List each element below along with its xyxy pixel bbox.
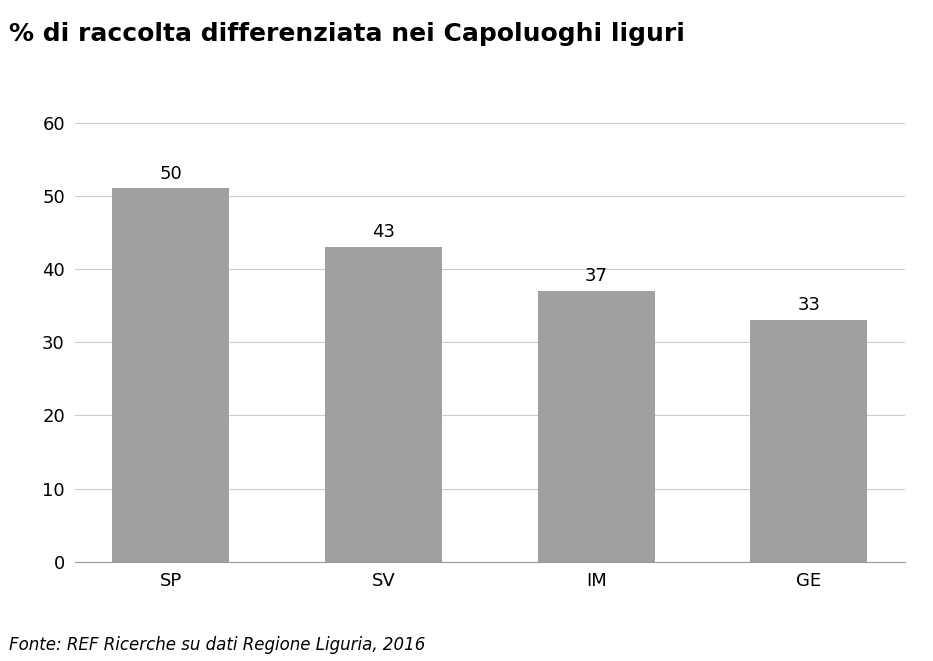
Bar: [112, 188, 230, 562]
Text: 33: 33: [798, 296, 820, 315]
Text: % di raccolta differenziata nei Capoluoghi liguri: % di raccolta differenziata nei Capoluog…: [9, 22, 685, 46]
Bar: [325, 247, 442, 562]
Text: 37: 37: [585, 267, 607, 285]
Bar: [537, 291, 655, 562]
Text: Fonte: REF Ricerche su dati Regione Liguria, 2016: Fonte: REF Ricerche su dati Regione Ligu…: [9, 637, 425, 654]
Text: 50: 50: [160, 165, 182, 182]
Text: 43: 43: [372, 223, 395, 241]
Bar: [750, 320, 868, 562]
